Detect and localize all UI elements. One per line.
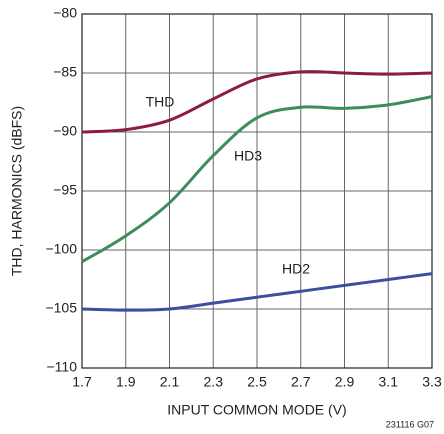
- x-axis-label: INPUT COMMON MODE (V): [167, 402, 346, 418]
- x-tick-label: 1.7: [72, 374, 92, 390]
- x-tick-label: 2.9: [335, 374, 355, 390]
- figure-note: 231116 G07: [386, 419, 434, 429]
- series-line: [81, 70, 433, 134]
- x-tick-label: 2.1: [160, 374, 180, 390]
- series-label: HD2: [282, 261, 310, 277]
- x-tick-label: 3.1: [379, 374, 399, 390]
- y-tick-label: −105: [45, 300, 77, 316]
- y-tick-label: −100: [45, 241, 77, 257]
- x-tick-label: 1.9: [116, 374, 136, 390]
- y-tick-label: −110: [47, 359, 78, 375]
- x-tick-label: 3.3: [422, 374, 442, 390]
- x-tick-label: 2.7: [291, 374, 311, 390]
- y-tick-label: −85: [53, 64, 77, 80]
- series-label: HD3: [234, 148, 262, 164]
- y-tick-label: −90: [53, 123, 77, 139]
- x-tick-label: 2.3: [204, 374, 224, 390]
- plot-frame: [81, 13, 433, 369]
- y-tick-label: −80: [53, 5, 77, 21]
- x-tick-label: 2.5: [247, 374, 267, 390]
- series-line: [81, 272, 433, 312]
- y-axis-label: THD, HARMONICS (dBFS): [9, 106, 25, 276]
- series-line: [81, 95, 433, 264]
- series-label: THD: [146, 94, 175, 110]
- y-tick-label: −95: [53, 182, 77, 198]
